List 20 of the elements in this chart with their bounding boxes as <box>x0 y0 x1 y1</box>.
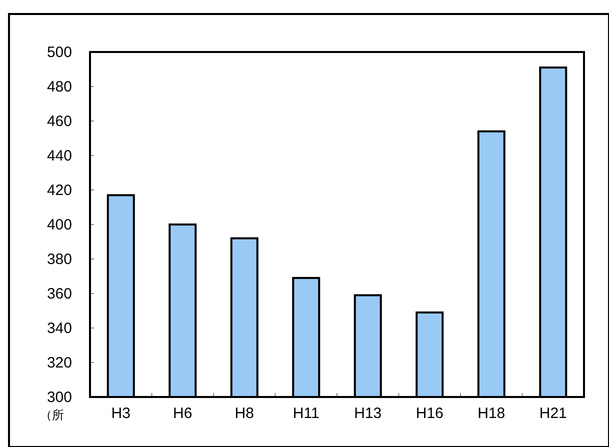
x-tick-label: H21 <box>539 405 567 422</box>
y-tick-label: 420 <box>46 182 72 199</box>
x-tick-label: H3 <box>111 405 130 422</box>
y-tick-label: 320 <box>46 354 72 372</box>
x-tick-label: H16 <box>416 405 444 422</box>
y-tick-label: 440 <box>46 148 72 164</box>
y-tick-label: 300 <box>46 389 72 406</box>
x-tick-label: H13 <box>354 405 382 422</box>
y-tick-label: 480 <box>46 78 72 96</box>
y-tick-label: 500 <box>46 44 72 61</box>
y-tick-label: 360 <box>46 286 72 302</box>
y-axis-title: （所 <box>40 408 64 422</box>
y-tick-label: 460 <box>46 113 72 130</box>
y-tick-label: 400 <box>46 216 72 234</box>
x-tick-label: H18 <box>478 405 506 422</box>
x-tick-label: H11 <box>292 405 320 422</box>
y-tick-label: 380 <box>46 251 72 268</box>
x-tick-label: H6 <box>173 405 192 422</box>
x-tick-label: H8 <box>234 405 254 422</box>
y-tick-label: 340 <box>46 320 72 337</box>
